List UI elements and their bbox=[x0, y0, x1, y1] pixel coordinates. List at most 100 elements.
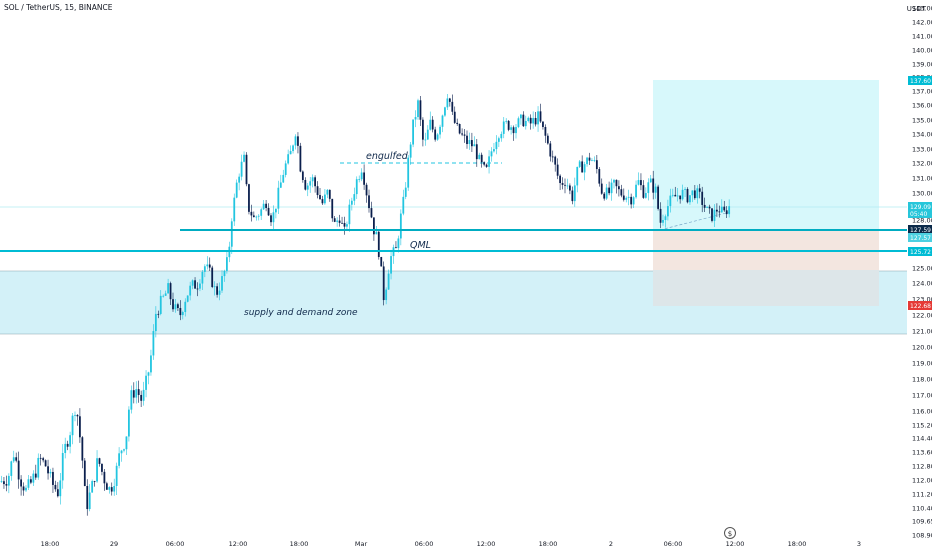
candle-body bbox=[7, 475, 10, 486]
candle-body bbox=[115, 465, 118, 486]
candle-body bbox=[434, 129, 437, 140]
dollar-badge-icon[interactable]: $ bbox=[724, 527, 736, 539]
candle-body bbox=[186, 295, 189, 302]
candle-body bbox=[333, 218, 336, 222]
engulfed-label: engulfed bbox=[366, 151, 409, 162]
candle-body bbox=[703, 204, 706, 208]
time-axis[interactable]: 18:00 29 06:00 12:00 18:00 Mar 06:00 12:00 18:00… bbox=[41, 540, 861, 548]
candle-body bbox=[88, 492, 91, 510]
candle-body bbox=[468, 140, 471, 145]
candle-body bbox=[267, 207, 270, 216]
candle-body bbox=[642, 185, 645, 198]
candle-body bbox=[588, 157, 591, 161]
candle-body bbox=[686, 189, 689, 203]
candle-body bbox=[625, 197, 628, 200]
candle-body bbox=[69, 435, 71, 447]
price-tick-label: 141.00 bbox=[912, 33, 932, 41]
candle-body bbox=[272, 212, 275, 223]
candle-body bbox=[177, 304, 179, 309]
candle-body bbox=[537, 111, 539, 125]
candle-body bbox=[277, 187, 280, 209]
time-tick-label: 06:00 bbox=[664, 540, 683, 548]
candle-body bbox=[720, 206, 723, 213]
candle-body bbox=[723, 206, 726, 211]
candle-body bbox=[56, 489, 59, 497]
candle-body bbox=[294, 136, 297, 146]
candle-body bbox=[397, 238, 400, 249]
candle-body bbox=[689, 195, 691, 203]
candle-body bbox=[524, 120, 527, 127]
target-price-label: 137.60 bbox=[908, 76, 932, 85]
candle-body bbox=[402, 196, 405, 214]
candle-body bbox=[265, 203, 267, 208]
candle-body bbox=[539, 111, 542, 122]
candle-body bbox=[627, 196, 630, 198]
candle-body bbox=[652, 178, 655, 193]
candle-body bbox=[544, 126, 547, 136]
candle-body bbox=[86, 486, 89, 510]
price-tick-label: 125.00 bbox=[912, 265, 932, 273]
candle-body bbox=[270, 215, 272, 223]
candle-body bbox=[108, 487, 111, 490]
price-tick-label: 123.00 bbox=[912, 296, 932, 304]
candle-body bbox=[446, 98, 449, 108]
candle-body bbox=[532, 117, 535, 124]
candle-body bbox=[453, 111, 456, 123]
candle-body bbox=[662, 219, 664, 223]
candle-body bbox=[10, 461, 13, 476]
candle-body bbox=[564, 184, 566, 186]
candle-body bbox=[5, 484, 8, 486]
time-tick-label: 3 bbox=[857, 540, 861, 548]
candle-body bbox=[515, 127, 517, 134]
qml-label: QML bbox=[410, 240, 431, 251]
candle-body bbox=[324, 194, 326, 204]
candle-body bbox=[301, 171, 304, 180]
candle-body bbox=[608, 187, 610, 194]
candle-body bbox=[471, 140, 473, 147]
candle-body bbox=[81, 437, 84, 461]
price-tick-label: 111.20 bbox=[912, 491, 932, 499]
candle-body bbox=[380, 257, 383, 267]
candle-body bbox=[54, 484, 57, 490]
stop-price-label: 122.68 bbox=[908, 301, 932, 310]
candle-body bbox=[554, 156, 557, 165]
candle-body bbox=[172, 299, 174, 310]
price-tick-label: 110.40 bbox=[912, 505, 932, 513]
candle-body bbox=[358, 179, 361, 181]
candle-body bbox=[424, 139, 427, 141]
candle-body bbox=[304, 179, 307, 190]
candle-body bbox=[502, 121, 505, 134]
candle-body bbox=[429, 119, 432, 130]
candle-body bbox=[118, 453, 120, 466]
candle-body bbox=[154, 313, 157, 332]
candle-body bbox=[522, 114, 525, 127]
candle-body bbox=[353, 194, 356, 201]
candle-body bbox=[451, 101, 454, 112]
candle-body bbox=[679, 195, 682, 200]
candle-body bbox=[556, 164, 559, 176]
candle-body bbox=[162, 295, 165, 297]
candle-body bbox=[306, 185, 309, 190]
candle-body bbox=[654, 186, 657, 193]
candle-body bbox=[135, 389, 138, 398]
candle-body bbox=[230, 221, 233, 247]
candle-body bbox=[22, 486, 25, 491]
candle-body bbox=[422, 119, 424, 140]
candle-body bbox=[12, 457, 15, 462]
candle-body bbox=[583, 164, 586, 173]
candle-body bbox=[44, 460, 47, 467]
candle-body bbox=[243, 154, 245, 162]
price-tick-label: 121.00 bbox=[912, 328, 932, 336]
candle-body bbox=[164, 293, 167, 296]
candle-body bbox=[581, 161, 584, 173]
candle-body bbox=[419, 100, 422, 120]
target-area bbox=[653, 80, 879, 230]
symbol-title[interactable]: SOL / TetherUS, 15, BINANCE bbox=[4, 3, 113, 12]
candle-body bbox=[235, 182, 238, 198]
candle-body bbox=[691, 190, 694, 196]
candle-body bbox=[181, 312, 184, 316]
candle-body bbox=[328, 189, 331, 199]
candle-body bbox=[549, 143, 552, 157]
candle-body bbox=[363, 172, 365, 185]
